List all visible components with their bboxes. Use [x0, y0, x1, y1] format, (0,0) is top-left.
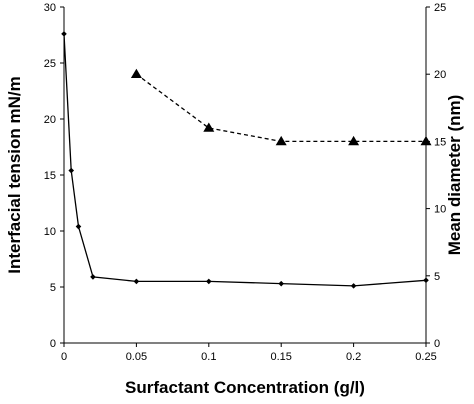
y-tick-label: 25: [44, 58, 56, 70]
series-1-point: [278, 280, 284, 287]
y2-tick-label: 20: [434, 69, 446, 81]
y-tick-label: 30: [44, 2, 56, 14]
series-1-point: [423, 277, 429, 284]
x-tick-label: 0.25: [415, 351, 436, 363]
x-tick-label: 0.05: [126, 351, 147, 363]
y-tick-label: 20: [44, 114, 56, 126]
x-tick-label: 0.1: [201, 351, 216, 363]
series-layer: [61, 31, 432, 289]
axes: [63, 7, 427, 344]
series-2-point: [130, 68, 142, 79]
series-1-point: [61, 31, 67, 37]
series-2-point: [420, 135, 432, 146]
y2-tick-label: 0: [434, 338, 440, 350]
ticks: 0 5 10 15 20 25 30 0 5 10 15 20 25 0 0.05 0.1 0.15 0.2 0.2…: [44, 2, 447, 363]
x-tick-label: 0.15: [270, 351, 291, 363]
series-1-point: [133, 278, 140, 285]
y-tick-label: 5: [50, 282, 56, 294]
y2-tick-label: 15: [434, 136, 446, 148]
x-tick-label: 0.2: [346, 351, 361, 363]
series-2-point: [203, 122, 215, 132]
series-1-point: [75, 223, 82, 230]
series-1-point: [68, 167, 75, 174]
series-2-point: [275, 135, 287, 146]
series-1-point: [206, 278, 212, 285]
y-tick-label: 0: [50, 338, 56, 350]
series-1-line: [63, 33, 427, 287]
y-tick-label: 15: [44, 170, 56, 182]
y-axis-title: Interfacial tension mN/m: [5, 76, 24, 273]
series-2-line: [136, 73, 426, 143]
x-axis-title: Surfactant Concentration (g/l): [125, 378, 365, 397]
y2-tick-label: 5: [434, 271, 440, 283]
x-tick-label: 0: [61, 351, 67, 363]
y2-tick-label: 10: [434, 204, 446, 216]
y-tick-label: 10: [44, 226, 56, 238]
series-1-point: [350, 283, 357, 289]
series-1-point: [90, 274, 96, 280]
y2-axis-title: Mean diameter (nm): [445, 95, 464, 256]
series-2-point: [348, 135, 360, 146]
y2-tick-label: 25: [434, 2, 446, 14]
